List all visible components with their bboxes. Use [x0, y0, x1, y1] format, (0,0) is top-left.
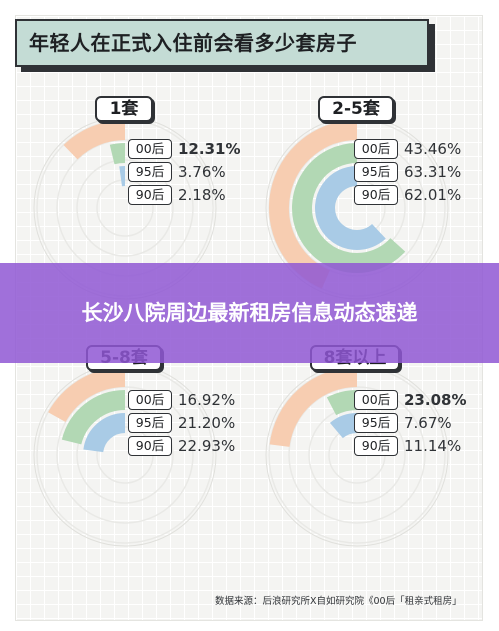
- arc-00后: [269, 367, 358, 448]
- page-title: 年轻人在正式入住前会看多少套房子: [15, 19, 429, 67]
- data-label: 12.31%: [178, 140, 241, 158]
- series-label: 00后: [128, 390, 172, 410]
- radial-chart-4: [265, 363, 449, 547]
- data-label: 7.67%: [404, 414, 452, 432]
- chart-title: 1套: [95, 96, 153, 122]
- series-label: 95后: [354, 413, 398, 433]
- arc-00后: [48, 367, 126, 423]
- source-note: 数据来源：后浪研究所X自如研究院《00后「租亲式租房」: [215, 596, 462, 607]
- data-label: 16.92%: [178, 391, 236, 409]
- data-label: 62.01%: [404, 186, 462, 204]
- series-label: 90后: [128, 436, 172, 456]
- data-label: 11.14%: [404, 437, 462, 455]
- arc-90后: [315, 166, 386, 250]
- radial-chart-1: [33, 116, 217, 300]
- series-label: 90后: [354, 436, 398, 456]
- series-label: 00后: [128, 139, 172, 159]
- series-label: 00后: [354, 390, 398, 410]
- series-label: 95后: [128, 162, 172, 182]
- series-label: 90后: [128, 185, 172, 205]
- data-label: 63.31%: [404, 163, 462, 181]
- arc-95后: [61, 390, 126, 445]
- radial-chart-3: [33, 363, 217, 547]
- data-label: 21.20%: [178, 414, 236, 432]
- series-label: 00后: [354, 139, 398, 159]
- arc-95后: [109, 143, 126, 165]
- arc-00后: [269, 120, 358, 289]
- headline-banner: 长沙八院周边最新租房信息动态速递: [0, 263, 499, 363]
- data-label: 23.08%: [404, 391, 467, 409]
- series-label: 95后: [354, 162, 398, 182]
- data-label: 43.46%: [404, 140, 462, 158]
- arc-95后: [292, 143, 406, 273]
- arc-00后: [63, 120, 126, 160]
- data-label: 3.76%: [178, 163, 226, 181]
- data-label: 2.18%: [178, 186, 226, 204]
- data-label: 22.93%: [178, 437, 236, 455]
- ring-track: [76, 159, 174, 257]
- series-label: 90后: [354, 185, 398, 205]
- arc-90后: [83, 413, 126, 453]
- chart-title: 2-5套: [318, 96, 394, 122]
- series-label: 95后: [128, 413, 172, 433]
